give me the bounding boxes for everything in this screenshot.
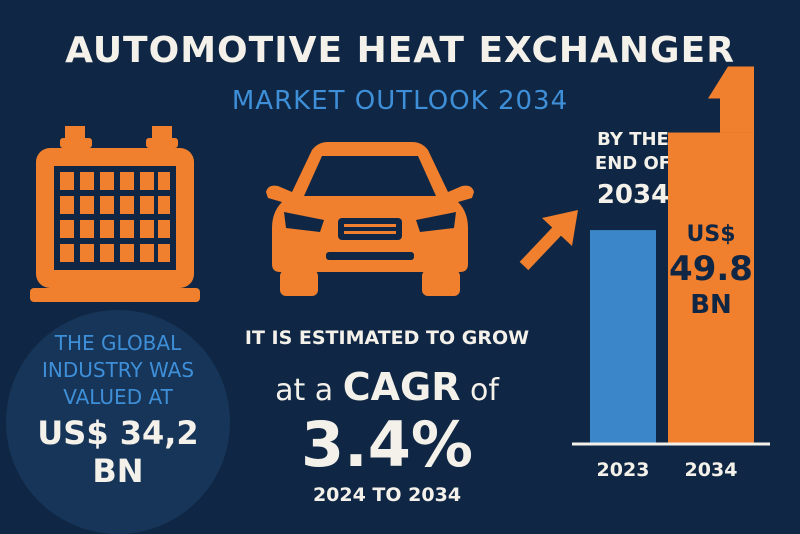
bar-2034 <box>668 132 754 445</box>
global-valued-text: THE GLOBAL INDUSTRY WAS VALUED AT <box>41 331 195 409</box>
bar-label-number: 49.8 <box>669 248 753 289</box>
global-value: US$ 34,2 BN <box>37 414 199 490</box>
cagr-line: at a CAGR of <box>222 365 552 409</box>
x-tick-2034: 2034 <box>685 459 738 481</box>
cagr-suffix: of <box>470 373 499 408</box>
car-icon <box>266 142 474 296</box>
by-end-year: 2034 <box>596 180 670 210</box>
x-tick-2023: 2023 <box>597 459 650 481</box>
bar-2034-value-label: US$ 49.8 BN <box>668 221 754 321</box>
arrow-up-right-icon <box>519 210 578 270</box>
growth-estimate-text: IT IS ESTIMATED TO GROW <box>244 327 530 349</box>
bar-label-unit: BN <box>690 289 732 320</box>
cagr-word: CAGR <box>342 365 461 409</box>
cagr-prefix: at a <box>275 373 334 408</box>
forecast-period: 2024 TO 2034 <box>312 484 462 506</box>
page-subtitle: MARKET OUTLOOK 2034 <box>231 86 569 116</box>
by-the-end-text: BY THE END OF <box>594 129 672 174</box>
heat-exchanger-icon <box>30 126 200 302</box>
bar-2023 <box>590 230 656 444</box>
bar-label-currency: US$ <box>686 221 736 247</box>
bar-2034-arrow-tip <box>708 66 754 133</box>
page-title: AUTOMOTIVE HEAT EXCHANGER <box>65 30 735 71</box>
global-value-circle <box>6 310 230 534</box>
cagr-value: 3.4% <box>301 408 473 481</box>
